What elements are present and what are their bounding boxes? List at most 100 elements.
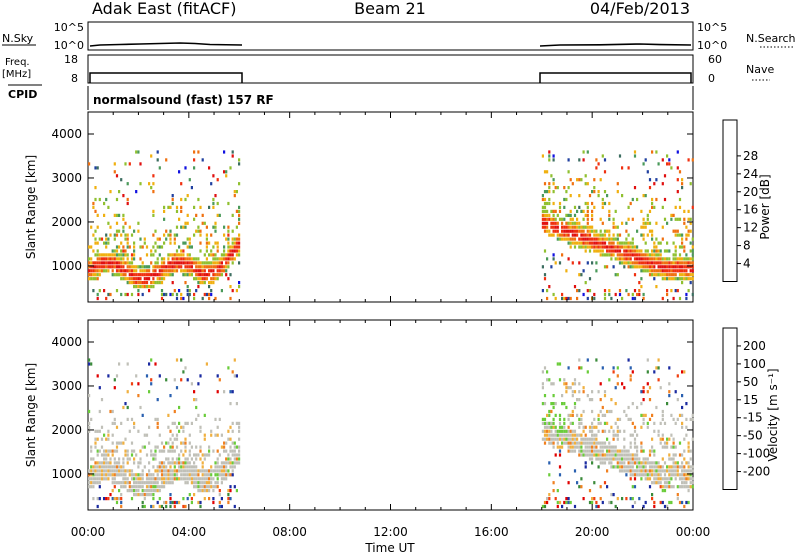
cell bbox=[584, 433, 587, 437]
colorbar-tick-label: 16 bbox=[743, 203, 758, 217]
cell bbox=[133, 457, 136, 461]
cell bbox=[203, 253, 206, 257]
cell bbox=[687, 445, 690, 449]
cell bbox=[633, 154, 637, 158]
cell bbox=[175, 358, 179, 362]
cell bbox=[220, 253, 223, 257]
cell bbox=[109, 233, 112, 237]
cell bbox=[681, 394, 684, 398]
cell bbox=[216, 245, 219, 249]
cell bbox=[137, 485, 140, 489]
cell bbox=[659, 473, 662, 477]
cell bbox=[188, 469, 191, 473]
cell bbox=[546, 217, 549, 221]
cell bbox=[186, 473, 189, 477]
cell bbox=[541, 421, 544, 425]
cell bbox=[163, 205, 166, 209]
cell bbox=[141, 261, 144, 265]
cell bbox=[685, 461, 688, 465]
cell bbox=[659, 257, 662, 261]
cell bbox=[154, 281, 157, 285]
cell bbox=[223, 441, 226, 445]
cell bbox=[113, 162, 116, 166]
cell bbox=[233, 249, 236, 253]
cell bbox=[661, 469, 664, 473]
cell bbox=[588, 457, 592, 461]
cell bbox=[118, 489, 121, 493]
cell bbox=[199, 269, 202, 273]
cell bbox=[580, 209, 583, 213]
cell bbox=[154, 362, 157, 366]
cell bbox=[214, 229, 217, 233]
cell bbox=[133, 489, 136, 493]
cell bbox=[100, 445, 104, 449]
cell bbox=[640, 225, 643, 229]
cell bbox=[120, 465, 123, 469]
cell bbox=[689, 257, 692, 261]
cell bbox=[621, 261, 624, 265]
cell bbox=[670, 469, 673, 473]
cell bbox=[195, 398, 198, 402]
cell bbox=[685, 233, 688, 237]
cell bbox=[180, 209, 183, 213]
cell bbox=[603, 453, 607, 457]
cell bbox=[171, 469, 174, 473]
cell bbox=[563, 417, 566, 421]
cell bbox=[130, 281, 134, 285]
cell bbox=[98, 473, 101, 477]
cell bbox=[92, 265, 95, 269]
cell bbox=[160, 465, 164, 469]
cell bbox=[565, 437, 568, 441]
cell bbox=[225, 265, 228, 269]
cell bbox=[561, 225, 564, 229]
cell bbox=[96, 273, 99, 277]
cell bbox=[205, 485, 208, 489]
cell bbox=[135, 277, 138, 281]
cell bbox=[640, 261, 643, 265]
cell bbox=[661, 489, 664, 493]
cell bbox=[150, 481, 153, 485]
cell bbox=[633, 150, 637, 154]
cell bbox=[546, 413, 549, 417]
cell bbox=[186, 461, 189, 465]
cell bbox=[653, 269, 656, 273]
cell bbox=[646, 213, 649, 217]
cell bbox=[160, 296, 164, 301]
cell bbox=[158, 489, 161, 493]
cell bbox=[186, 221, 189, 225]
cell bbox=[167, 257, 170, 261]
cell bbox=[567, 186, 570, 190]
cell bbox=[642, 261, 645, 265]
cell bbox=[548, 233, 551, 237]
cell bbox=[115, 289, 119, 293]
cell bbox=[165, 237, 168, 241]
nave-label: Nave bbox=[746, 63, 774, 76]
cell bbox=[580, 485, 583, 489]
cell bbox=[208, 281, 211, 285]
cell bbox=[193, 205, 196, 209]
cell bbox=[567, 229, 570, 233]
colorbar-tick-label: 4 bbox=[743, 257, 751, 271]
cell bbox=[646, 457, 649, 461]
cell bbox=[184, 269, 187, 273]
cell bbox=[629, 374, 632, 378]
cell bbox=[631, 465, 634, 469]
cell bbox=[558, 465, 562, 469]
cell bbox=[160, 245, 164, 249]
cell bbox=[96, 166, 99, 170]
cell bbox=[197, 273, 200, 277]
colorbar-frame bbox=[722, 327, 738, 490]
cell bbox=[569, 386, 572, 390]
cell bbox=[595, 158, 598, 162]
cell bbox=[670, 500, 673, 505]
cell bbox=[197, 285, 200, 289]
cell bbox=[573, 445, 577, 449]
cell bbox=[636, 245, 639, 249]
cell bbox=[683, 257, 686, 261]
cell bbox=[670, 265, 673, 269]
cell bbox=[584, 201, 587, 206]
cell bbox=[633, 186, 637, 190]
cell bbox=[227, 225, 230, 229]
cell bbox=[653, 449, 656, 453]
cell bbox=[584, 453, 587, 457]
